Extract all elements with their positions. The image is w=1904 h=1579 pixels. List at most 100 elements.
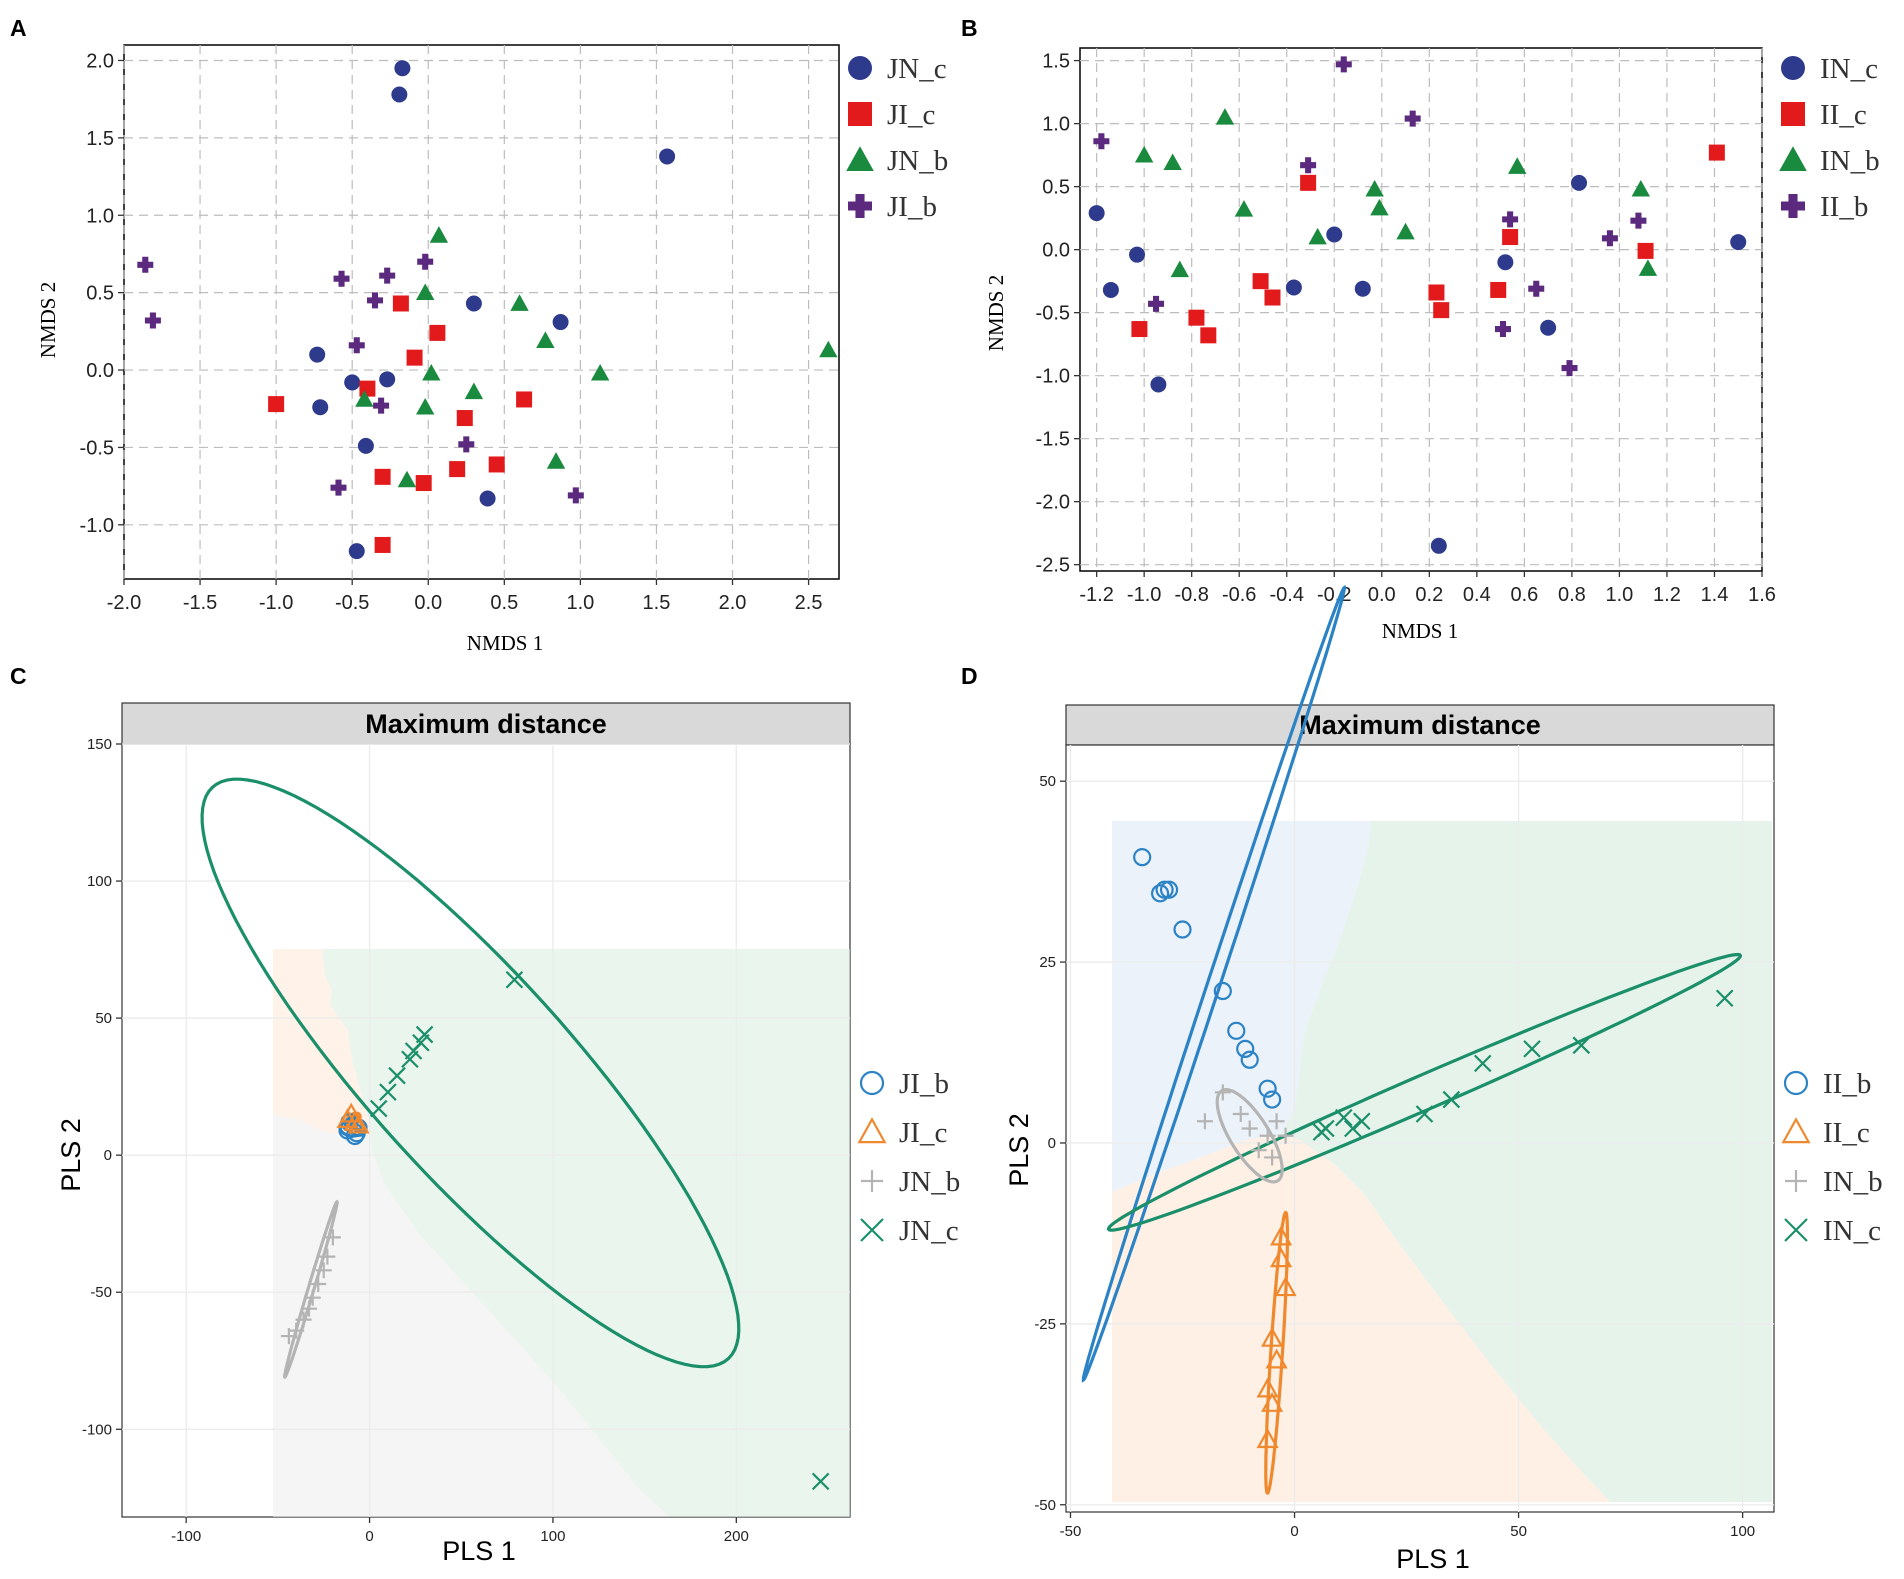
data-point-ii-b-b [1528, 280, 1545, 297]
data-point-ji-c-a [449, 461, 466, 478]
data-point-in-b-b [1170, 260, 1190, 278]
y-axis-label-d: PLS 2 [1004, 1113, 1034, 1187]
data-point-jn-b-a [536, 331, 555, 348]
data-point-jn-b-a [510, 294, 529, 311]
axis-ticks-a: -2.0 -1.5 -1.0 -0.5 0.0 0.5 1.0 1.5 2.0 2.5 -1.0 -0… [80, 50, 823, 614]
data-point-ji-c-a [429, 324, 446, 341]
panel-label-b: B [961, 15, 978, 41]
ellipse-ii-c-d [1264, 1210, 1289, 1495]
legend-marker-in-c-b [1781, 56, 1805, 80]
data-point-in-b-b [1308, 227, 1327, 245]
data-point-in-b-b [1215, 108, 1235, 125]
y-tick-label-b: -1.0 [1036, 366, 1070, 388]
ellipses-d [1081, 584, 1743, 1495]
data-point-ii-c-b [1131, 321, 1148, 338]
legend-label-in-c-b: IN_c [1820, 53, 1878, 85]
data-point-jn-b-c [304, 1289, 321, 1306]
data-point-jn-c-a [312, 399, 329, 416]
data-point-ii-b-d [1151, 884, 1170, 903]
legend-marker-ii-b-d [1783, 1070, 1809, 1096]
x-tick-label-b: 0.2 [1415, 584, 1443, 606]
legend-label-in-b-d: IN_b [1823, 1166, 1883, 1198]
data-point-ji-b-a [333, 270, 350, 287]
data-point-ii-b-d [1173, 920, 1192, 939]
data-point-jn-b-c [295, 1311, 312, 1328]
y-tick-label-b: -1.5 [1036, 429, 1070, 451]
ellipse-jn-b-c [283, 1199, 339, 1379]
x-tick-label-a: -1.0 [259, 592, 293, 614]
legend-label-ii-c-d: II_c [1823, 1117, 1870, 1149]
data-point-ji-c-a [374, 536, 391, 553]
data-point-in-b-b [1134, 145, 1154, 163]
data-point-in-b-d [1268, 1113, 1285, 1130]
data-point-ii-c-b [1490, 281, 1507, 298]
data-point-jn-b-a [355, 390, 374, 407]
data-point-jn-c-a [309, 346, 326, 363]
grid-d [1066, 745, 1774, 1512]
y-tick-label-a: -0.5 [80, 437, 114, 459]
data-point-in-c-b [1730, 234, 1747, 251]
x-tick-label-c: 0 [365, 1528, 373, 1545]
legend-marker-jn-b-a [846, 146, 874, 172]
data-point-ji-b-a [348, 337, 365, 354]
y-tick-label-d: 50 [1039, 773, 1056, 790]
data-point-jn-c-c [379, 1083, 397, 1101]
y-tick-label-d: 0 [1048, 1135, 1056, 1152]
data-point-in-b-d [1241, 1120, 1258, 1137]
x-tick-label-a: 0.0 [414, 592, 442, 614]
legend-label-jn-b-c: JN_b [899, 1166, 960, 1198]
points-b [1088, 56, 1747, 554]
legend-label-ii-b-d: II_b [1823, 1068, 1871, 1100]
x-tick-label-c: 200 [724, 1528, 749, 1545]
panel-a: A -2.0 -1.5 -1.0 -0.5 0.0 0.5 1.0 1.5 2.0 2.5 -1.0… [10, 15, 948, 655]
y-tick-label-a: 1.5 [86, 128, 114, 150]
data-point-in-b-d [1214, 1084, 1231, 1101]
data-point-jn-b-a [422, 363, 441, 381]
data-point-jn-c-a [348, 543, 365, 560]
data-point-in-c-d [1317, 1119, 1335, 1138]
data-point-ii-c-d [1256, 1428, 1279, 1449]
grid-b [1080, 48, 1763, 571]
data-point-jn-b-a [464, 382, 484, 400]
data-point-ii-b-b [1494, 321, 1511, 338]
x-tick-label-b: -0.8 [1174, 584, 1208, 606]
data-point-ji-c-a [456, 410, 473, 427]
data-point-jn-b-c [301, 1300, 318, 1317]
data-point-in-b-b [1365, 179, 1384, 197]
data-point-jn-c-a [394, 60, 411, 77]
legend-label-in-c-d: IN_c [1823, 1215, 1881, 1247]
data-point-in-b-d [1277, 1127, 1294, 1144]
ellipse-in-c-d [1106, 952, 1743, 1232]
data-point-ji-b-a [379, 267, 396, 284]
x-tick-label-d: -50 [1060, 1523, 1082, 1540]
data-point-ji-b-a [417, 253, 434, 270]
x-tick-label-a: 2.0 [719, 592, 747, 614]
legend-marker-jn-b-c [861, 1170, 883, 1192]
x-tick-label-b: -1.2 [1079, 584, 1113, 606]
data-point-in-b-b [1396, 222, 1415, 240]
legend-label-ii-c-b: II_c [1820, 99, 1867, 131]
data-point-in-c-b [1285, 279, 1302, 296]
legend-marker-ji-b-c [859, 1070, 885, 1096]
x-tick-label-a: 1.0 [566, 592, 594, 614]
data-point-ji-b-a [144, 312, 161, 329]
data-point-ii-b-d [1133, 848, 1152, 867]
data-point-in-c-b [1497, 254, 1514, 271]
y-tick-label-b: 0.0 [1042, 240, 1070, 262]
data-point-ii-c-b [1637, 242, 1654, 259]
data-point-in-c-d [1335, 1108, 1353, 1127]
x-tick-label-c: -100 [171, 1528, 201, 1545]
data-point-jn-b-a [590, 363, 610, 381]
data-point-jn-c-a [479, 490, 496, 507]
y-tick-label-b: -0.5 [1036, 303, 1070, 325]
legend-marker-jn-c-c [860, 1218, 884, 1242]
legend-marker-ii-b-b [1781, 194, 1805, 218]
legend-label-ji-b-c: JI_b [899, 1068, 949, 1100]
x-axis-label-d: PLS 1 [1396, 1544, 1470, 1574]
data-point-ii-b-b [1404, 110, 1421, 127]
data-point-ji-b-a [330, 479, 347, 496]
legend-label-jn-b-a: JN_b [887, 145, 948, 177]
legend-marker-in-b-d [1785, 1170, 1807, 1192]
data-point-jn-c-a [344, 374, 361, 391]
data-point-ii-c-b [1264, 289, 1281, 306]
